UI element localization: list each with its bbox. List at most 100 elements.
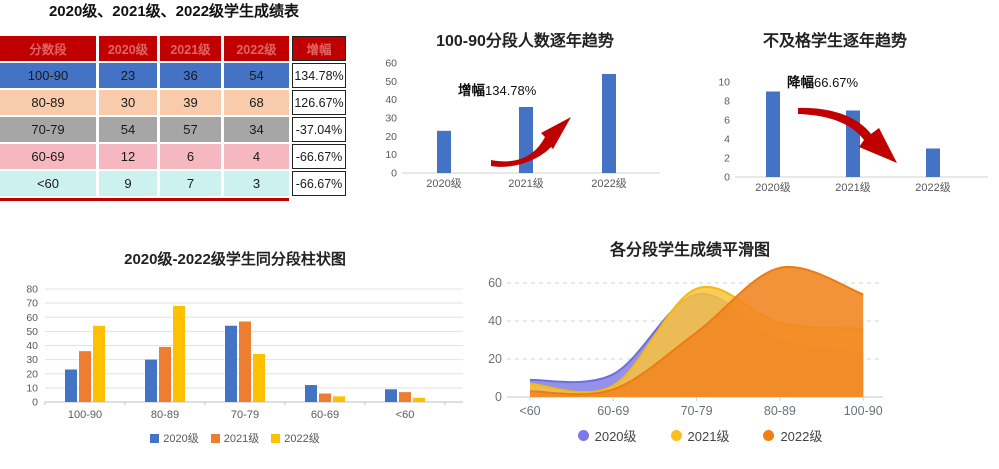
y-tick-label: 20 <box>488 352 502 366</box>
area-line-2022级 <box>529 265 864 396</box>
y-tick-label: 60 <box>488 276 502 290</box>
table-header-4: 增幅 <box>292 36 346 61</box>
y-tick-label: 80 <box>26 284 38 296</box>
score-table: 分数段 2020级 2021级 2022级 增幅 100-90 23 36 54 134.78% 8… <box>0 36 348 201</box>
y-tick-label: 20 <box>26 368 38 380</box>
y-tick-label: 60 <box>26 312 38 324</box>
y-tick-label: 50 <box>26 326 38 338</box>
chart-area-legend: 2020级 2021级 2022级 <box>480 426 920 445</box>
bar-2022级 <box>926 148 940 177</box>
bar-2022级-<60 <box>413 397 425 402</box>
legend-label: 2022级 <box>780 429 823 444</box>
x-tick-label: 100-90 <box>844 404 883 418</box>
table-cell: 12 <box>99 144 157 169</box>
x-tick-label: 80-89 <box>764 404 796 418</box>
y-tick-label: 30 <box>385 113 397 125</box>
y-tick-label: 10 <box>385 149 397 161</box>
bar-2021级-100-90 <box>79 351 91 402</box>
bar-2020级-70-79 <box>225 325 237 402</box>
legend-marker <box>670 430 682 441</box>
y-tick-label: 0 <box>32 397 38 409</box>
chart-smooth-area: 0 20 40 60 <60 60-69 70-79 80-89 100-90 <box>488 265 883 418</box>
legend-item-2020级: 2020级 <box>150 430 199 446</box>
table-growth-cell: 126.67% <box>292 90 346 115</box>
table-cell: 6 <box>160 144 221 169</box>
table-cell: 57 <box>160 117 221 142</box>
legend-label: 2021级 <box>687 429 730 444</box>
legend-label: 2020级 <box>163 433 199 445</box>
table-cell: 9 <box>99 171 157 196</box>
x-tick-label: 2021级 <box>508 177 543 190</box>
y-tick-label: 4 <box>724 134 730 146</box>
legend-item-2022级[interactable]: 2022级 <box>763 426 822 445</box>
annotation-value: 134.78% <box>485 83 537 98</box>
bar-2020级 <box>766 91 780 177</box>
table-cell: 54 <box>99 117 157 142</box>
chart-grouped-bars: 0 10 20 30 40 50 60 70 80 100-90 80-89 70-79 60-69 <6… <box>26 284 463 421</box>
y-tick-label: 0 <box>724 172 730 184</box>
bar-2022级-70-79 <box>253 353 265 402</box>
x-tick-label: 60-69 <box>597 404 629 418</box>
legend-marker <box>763 430 775 441</box>
table-cell: 23 <box>99 63 157 88</box>
trend-arrow-up <box>491 117 571 167</box>
y-tick-label: 60 <box>385 58 397 70</box>
table-cell: 54 <box>224 63 289 88</box>
table-row-label: 70-79 <box>0 117 96 142</box>
table-growth-cell: -37.04% <box>292 117 346 142</box>
bar-2022级-60-69 <box>333 396 345 402</box>
legend-marker <box>271 433 281 443</box>
bar-2022级-100-90 <box>93 325 105 402</box>
y-tick-label: 40 <box>488 314 502 328</box>
x-tick-label: 2021级 <box>835 181 870 194</box>
chart-fail-trend-title: 不及格学生逐年趋势 <box>762 33 907 50</box>
y-tick-label: 0 <box>495 390 502 404</box>
bar-2020级-100-90 <box>65 369 77 402</box>
bar-2021级-70-79 <box>239 321 251 402</box>
x-tick-label: 2022级 <box>591 177 626 190</box>
legend-marker <box>210 433 220 443</box>
table-row-label: 60-69 <box>0 144 96 169</box>
y-tick-label: 50 <box>385 76 397 88</box>
legend-item-2020级[interactable]: 2020级 <box>577 426 637 445</box>
x-tick-label: 2020级 <box>426 177 461 190</box>
y-tick-label: 6 <box>724 115 730 127</box>
x-tick-label: 60-69 <box>311 409 339 421</box>
bar-2020级 <box>437 130 451 173</box>
chart-area-title: 各分段学生成绩平滑图 <box>609 242 770 259</box>
y-tick-label: 10 <box>718 77 730 89</box>
x-tick-label: 70-79 <box>681 404 713 418</box>
table-cell: 4 <box>224 144 289 169</box>
chart-grouped-title: 2020级-2022级学生同分段柱状图 <box>124 251 346 268</box>
table-cell: 7 <box>160 171 221 196</box>
table-bottom-border <box>0 198 289 201</box>
table-header-2: 2021级 <box>160 36 221 61</box>
x-tick-label: <60 <box>396 409 415 421</box>
trend-arrow-down <box>798 107 897 163</box>
x-tick-label: <60 <box>519 404 540 418</box>
bar-2022级 <box>602 74 616 173</box>
legend-label: 2021级 <box>223 433 260 445</box>
table-cell: 68 <box>224 90 289 115</box>
bar-2020级-<60 <box>385 389 397 402</box>
x-tick-label: 100-90 <box>68 409 102 421</box>
table-cell: 34 <box>224 117 289 142</box>
legend-marker <box>150 433 160 443</box>
table-header-0: 分数段 <box>0 36 96 61</box>
table-row-label: <60 <box>0 171 96 196</box>
chart-fail-trend-annotation: 降幅66.67% <box>787 71 858 91</box>
x-tick-label: 2022级 <box>915 181 950 194</box>
table-cell: 39 <box>160 90 221 115</box>
y-tick-label: 10 <box>26 382 38 394</box>
score-table-title: 2020级、2021级、2022级学生成绩表 <box>48 3 300 20</box>
bar-2021级-60-69 <box>319 393 331 402</box>
table-growth-cell: -66.67% <box>292 171 346 196</box>
y-tick-label: 30 <box>26 354 38 366</box>
legend-label: 2020级 <box>594 429 637 444</box>
legend-item-2021级[interactable]: 2021级 <box>670 426 730 445</box>
table-cell: 3 <box>224 171 289 196</box>
bar-2020级-80-89 <box>145 359 157 402</box>
table-row-label: 100-90 <box>0 63 96 88</box>
table-cell: 36 <box>160 63 221 88</box>
y-tick-label: 20 <box>385 131 397 143</box>
